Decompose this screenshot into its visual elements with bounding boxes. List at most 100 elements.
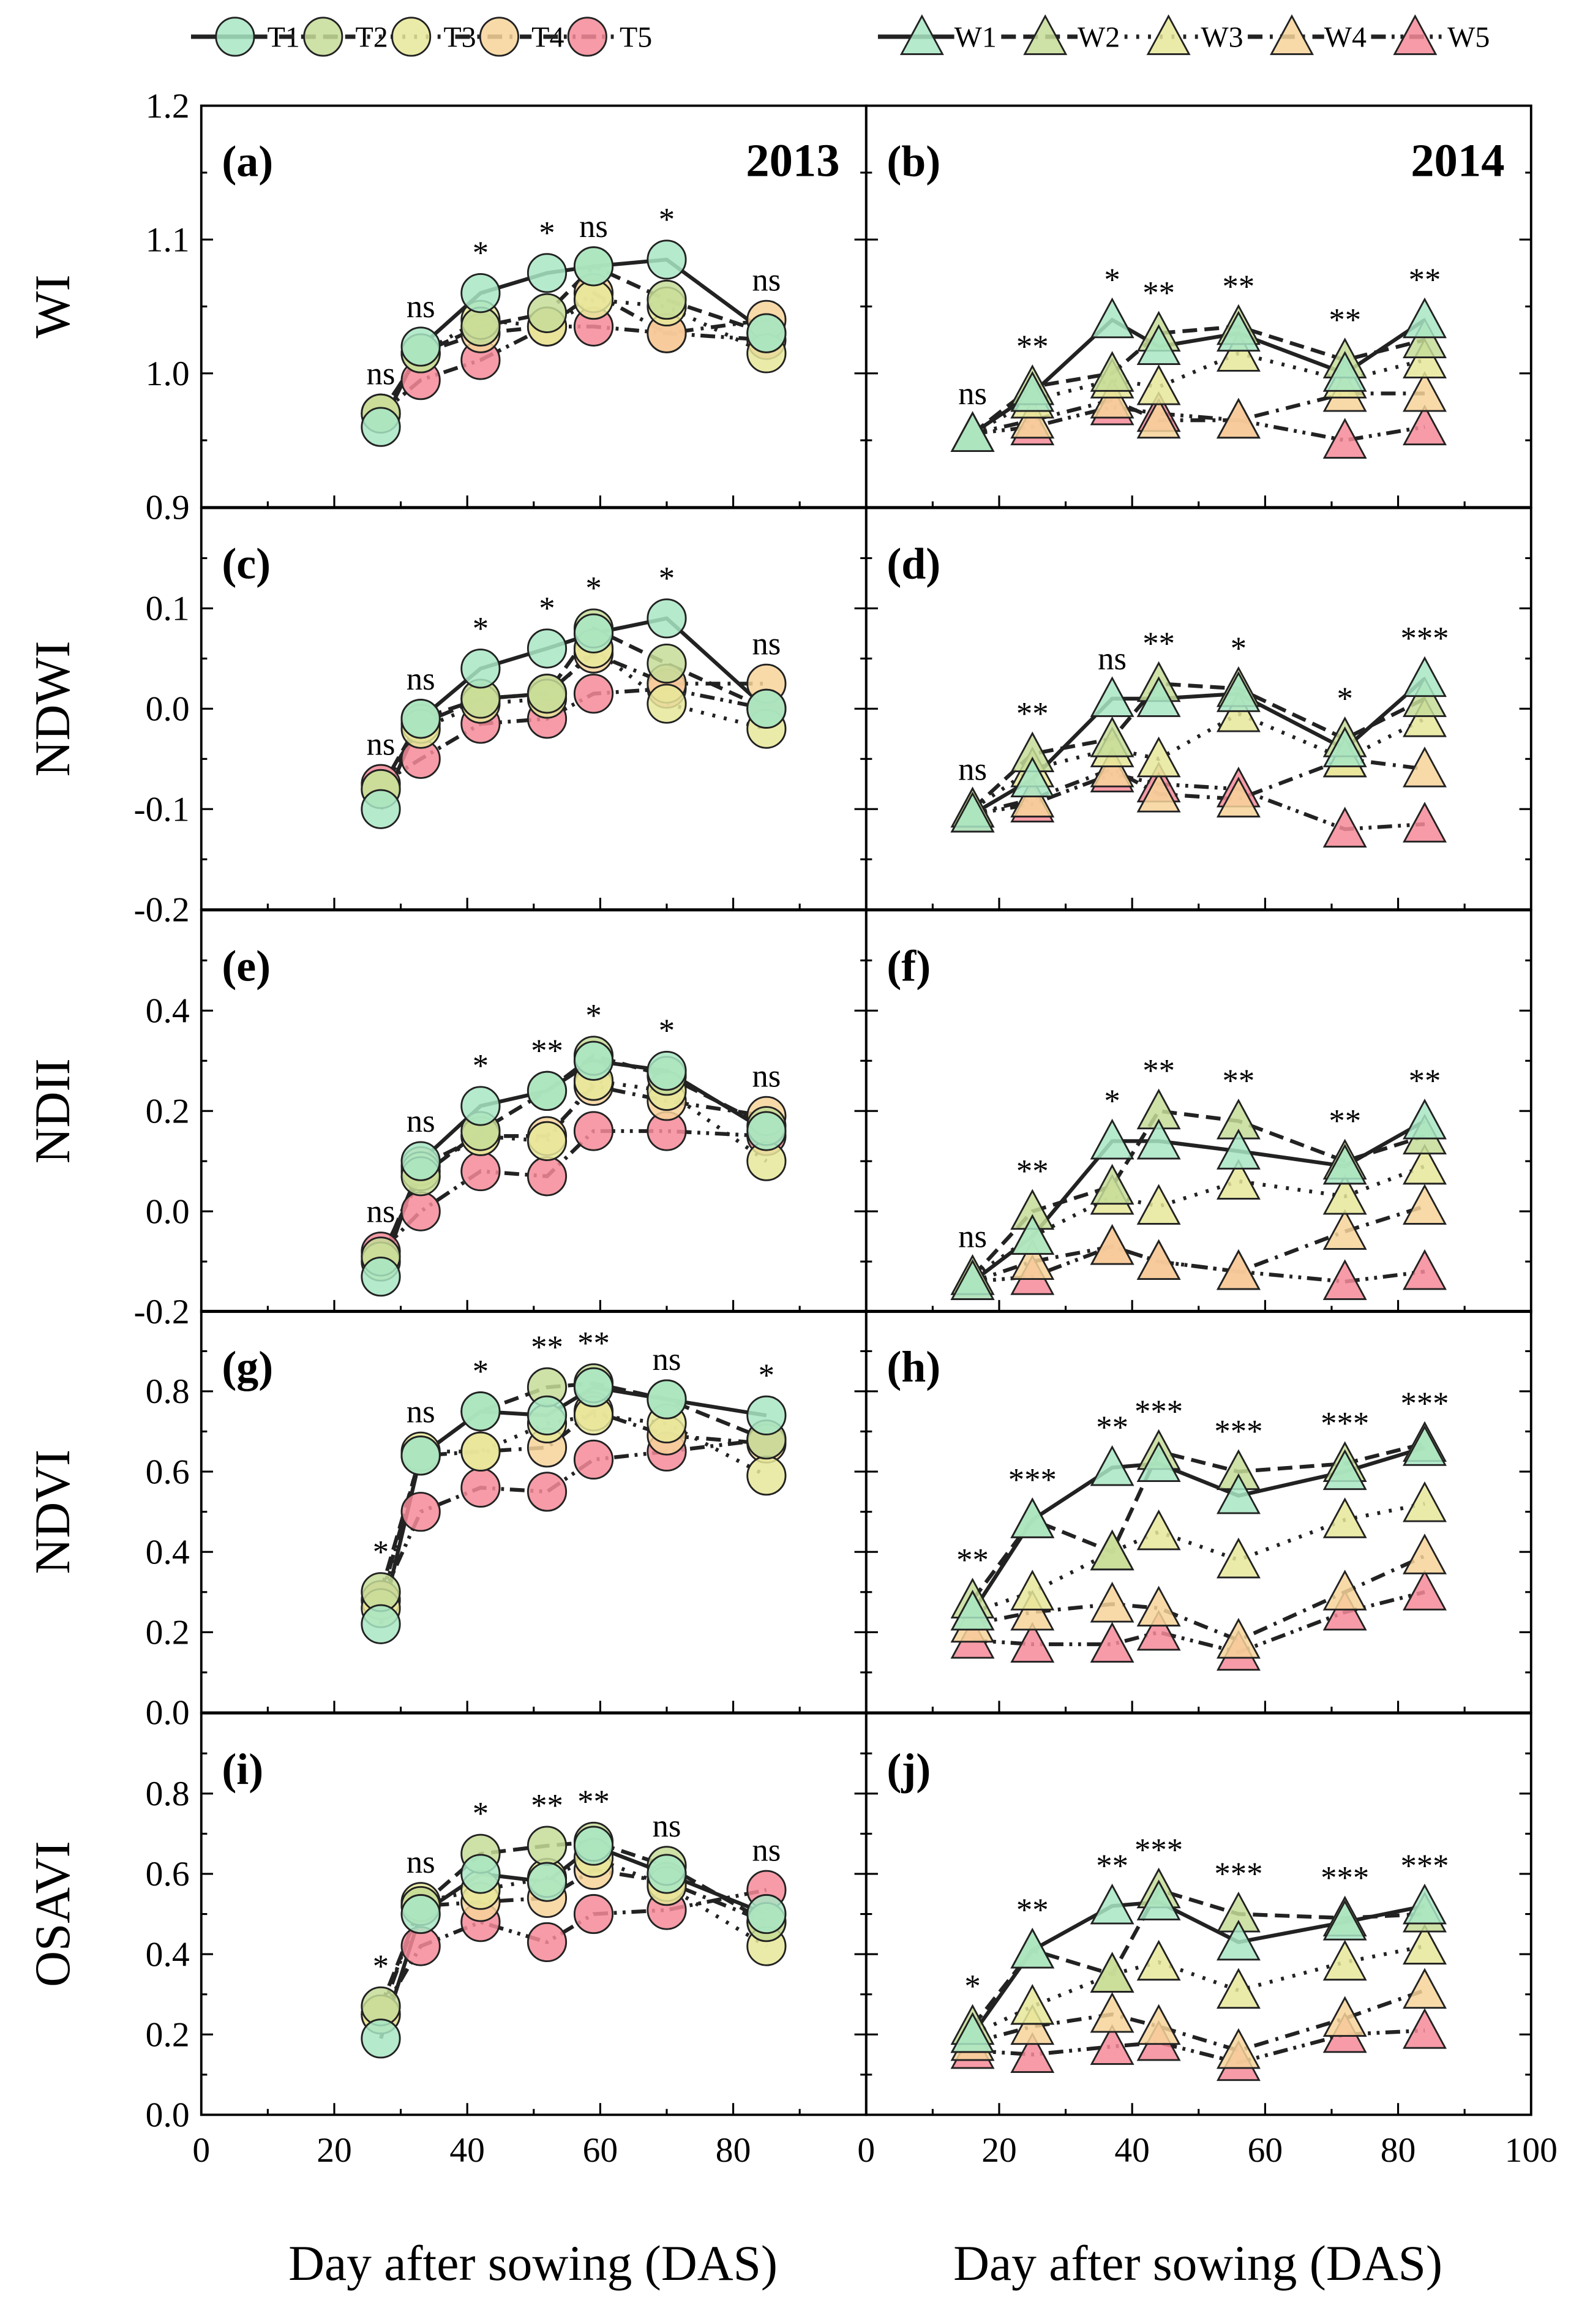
y-tick-label: 0.4	[146, 1935, 190, 1974]
panel-j: 0 20 40 60 80 100(j)***** ****** *** ***	[857, 1712, 1558, 2170]
significance-label: **	[531, 1033, 563, 1069]
data-point-w4	[1090, 1581, 1134, 1623]
significance-label: ***	[1321, 1860, 1369, 1896]
data-point-t1	[647, 598, 687, 639]
data-point-w1	[950, 2012, 995, 2053]
data-point-w4	[1403, 1184, 1447, 1225]
significance-label: ns	[367, 356, 396, 391]
legend-label: W4	[1324, 21, 1367, 54]
significance-label: ns	[407, 661, 435, 697]
significance-label: **	[1223, 269, 1255, 304]
data-point-t1	[460, 1391, 501, 1432]
data-point-w3	[1216, 331, 1261, 372]
significance-label: ns	[653, 1808, 681, 1844]
y-axis-label: NDVI	[24, 1450, 80, 1574]
data-point-w1	[1403, 297, 1447, 339]
legend-triangle-marker	[1023, 14, 1068, 55]
x-tick-label: 20	[981, 2131, 1017, 2170]
data-point-t1	[573, 613, 614, 653]
data-point-w4	[1136, 1239, 1181, 1280]
significance-label: **	[1016, 1893, 1049, 1928]
legend-item-w1: W1	[877, 14, 997, 55]
data-point-w1	[1090, 676, 1134, 717]
data-point-w1	[1136, 1441, 1181, 1482]
significance-label: ***	[1134, 1394, 1183, 1429]
data-point-w3	[1216, 1968, 1261, 2009]
data-point-t1	[746, 1395, 787, 1435]
data-point-t5	[527, 1472, 568, 1512]
significance-label: ns	[407, 289, 435, 325]
panel-year: 2014	[1411, 135, 1504, 187]
data-point-w2	[1090, 1529, 1134, 1571]
data-point-t1	[361, 1257, 401, 1297]
significance-label: ***	[1008, 1462, 1057, 1498]
data-point-w1	[950, 791, 995, 833]
legend-item-t4: T4	[455, 17, 564, 57]
data-point-t1	[647, 1854, 687, 1894]
data-point-w1	[1010, 1214, 1055, 1255]
legend-item-w4: W4	[1248, 14, 1367, 55]
legend-label: W1	[954, 21, 997, 54]
significance-label: *	[373, 1949, 389, 1984]
data-point-t2	[647, 643, 687, 684]
data-point-w3	[1136, 1509, 1181, 1551]
data-point-t1	[746, 688, 787, 729]
y-tick-label: -0.2	[134, 1293, 190, 1331]
data-point-w1	[1010, 1497, 1055, 1538]
legend-label: T5	[620, 21, 652, 54]
data-point-w1	[1216, 1473, 1261, 1514]
significance-label: ***	[1400, 621, 1449, 656]
data-point-w1	[1216, 671, 1261, 712]
data-point-w3	[1136, 736, 1181, 778]
panel-d: (d)ns**ns ** *****	[864, 506, 1532, 911]
data-point-w2	[1090, 351, 1134, 392]
significance-label: ns	[752, 1058, 781, 1094]
series-line-t5	[379, 1129, 767, 1253]
y-tick-label: 0.0	[146, 690, 190, 728]
significance-label: **	[1329, 303, 1361, 338]
data-point-w3	[1136, 1939, 1181, 1981]
y-tick-label: 0.9	[146, 488, 190, 527]
data-point-w5	[1403, 1249, 1447, 1290]
y-tick-label: 0.6	[146, 1453, 190, 1491]
significance-label: *	[1104, 262, 1120, 298]
data-point-w5	[1403, 404, 1447, 446]
data-point-w5	[1403, 1570, 1447, 1611]
data-point-t1	[647, 1051, 687, 1091]
data-point-w4	[1090, 1224, 1134, 1265]
data-point-t2	[527, 293, 568, 333]
data-point-w5	[1010, 2032, 1055, 2073]
legend-label: W5	[1447, 21, 1490, 54]
data-point-w3	[1322, 1173, 1367, 1215]
legend-item-t5: T5	[543, 17, 652, 57]
significance-label: **	[1142, 626, 1175, 661]
x-tick-label: 60	[583, 2131, 618, 2170]
data-point-w1	[1090, 297, 1134, 339]
x-tick-label: 20	[317, 2131, 352, 2170]
data-point-w4	[1216, 777, 1261, 818]
significance-label: ns	[407, 1104, 435, 1139]
data-point-w3	[1136, 1184, 1181, 1225]
significance-label: ns	[367, 1194, 396, 1230]
data-point-w5	[1322, 1589, 1367, 1631]
x-tick-label: 0	[857, 2131, 875, 2170]
x-tick-label: 0	[192, 2131, 210, 2170]
significance-label: ***	[1134, 1832, 1183, 1868]
data-point-w4	[1136, 397, 1181, 439]
x-axis-label-left: Day after sowing (DAS)	[288, 2235, 778, 2291]
legend: T1 T2 T3 T4 T5 W1 W2 W3 W4 W5	[190, 14, 1490, 57]
panel-label: (c)	[222, 540, 271, 589]
significance-label: **	[1223, 1064, 1255, 1099]
data-point-t1	[573, 1040, 614, 1081]
significance-label: ns	[1098, 641, 1127, 677]
data-point-w4	[1403, 1533, 1447, 1574]
significance-label: ns	[653, 1342, 681, 1377]
data-point-t1	[361, 407, 401, 447]
data-point-w2	[1090, 716, 1134, 758]
data-point-t3	[746, 1456, 787, 1496]
significance-label: *	[473, 1048, 489, 1084]
significance-label: *	[473, 1354, 489, 1390]
